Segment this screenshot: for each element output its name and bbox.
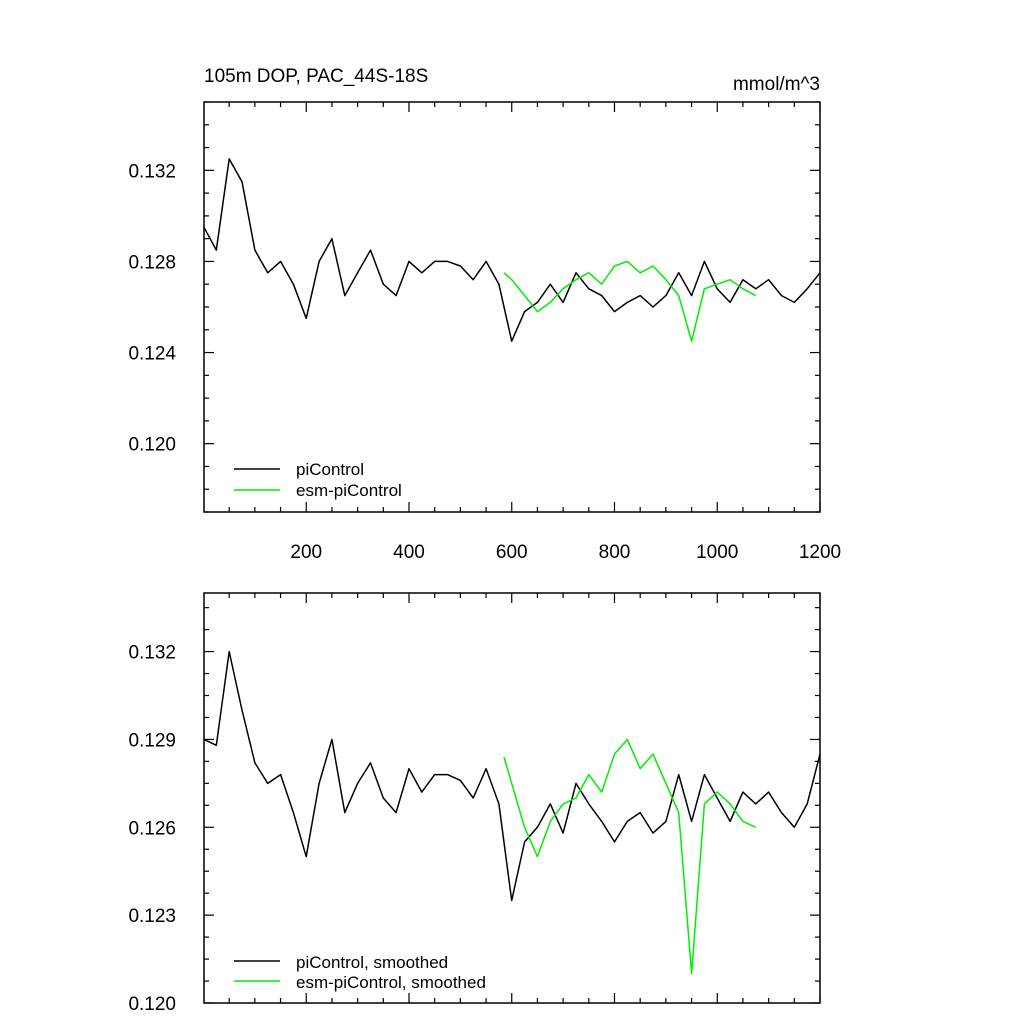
- top-panel-units: mmol/m^3: [733, 74, 820, 95]
- bottom-y-tick-label: 0.132: [128, 643, 176, 664]
- top-x-tick-label: 600: [496, 542, 528, 563]
- bottom-y-tick-label: 0.126: [128, 818, 176, 839]
- bottom-series-line-esm-picontrol: [503, 738, 757, 975]
- top-plot-marks: 200 400 600 800 1000 1200 0.120 0.124 0.128 0.132: [128, 101, 841, 563]
- top-y-tick-label: 0.128: [128, 252, 176, 273]
- top-y-tick-label: 0.120: [128, 435, 176, 456]
- bottom-panel: 0.120 0.123 0.126 0.129 0.132 piControl, smo…: [128, 592, 821, 1015]
- bottom-legend-label-picontrol-smoothed: piControl, smoothed: [296, 953, 448, 972]
- bottom-y-tick-label: 0.120: [128, 994, 176, 1015]
- bottom-plot-marks: 0.120 0.123 0.126 0.129 0.132: [128, 593, 821, 1015]
- top-x-tick-label: 800: [599, 542, 631, 563]
- top-series-line-esm-picontrol: [503, 260, 757, 342]
- bottom-legend: piControl, smoothed esm-piControl, smoot…: [234, 953, 486, 992]
- bottom-legend-label-esm-picontrol-smoothed: esm-piControl, smoothed: [296, 973, 486, 992]
- top-x-tick-label: 200: [290, 542, 322, 563]
- bottom-y-tick-label: 0.123: [128, 906, 176, 927]
- bottom-y-tick-label: 0.129: [128, 730, 176, 751]
- top-legend-label-esm-picontrol: esm-piControl: [296, 481, 402, 500]
- top-x-tick-label: 1000: [696, 542, 738, 563]
- bottom-series-line-picontrol: [203, 650, 821, 902]
- bottom-plot-frame: [203, 592, 821, 1004]
- top-x-tick-label: 1200: [799, 542, 841, 563]
- top-legend-label-picontrol: piControl: [296, 460, 364, 479]
- top-panel-title: 105m DOP, PAC_44S-18S: [204, 66, 428, 87]
- top-series-line-picontrol: [203, 158, 821, 342]
- top-legend: piControl esm-piControl: [234, 460, 402, 500]
- top-y-tick-label: 0.124: [128, 344, 176, 365]
- top-plot-frame: [203, 101, 821, 513]
- top-x-tick-label: 400: [393, 542, 425, 563]
- top-y-tick-label: 0.132: [128, 161, 176, 182]
- top-panel: 105m DOP, PAC_44S-18S mmol/m^3 200 400 600…: [128, 66, 841, 563]
